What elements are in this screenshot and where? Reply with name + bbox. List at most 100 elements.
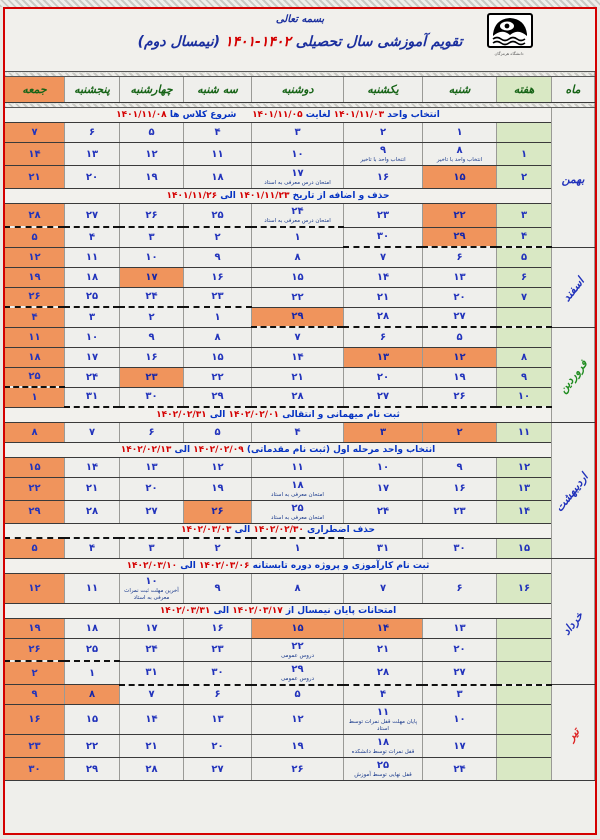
day-number: ۴ bbox=[31, 311, 38, 323]
day-cell: ۴ bbox=[183, 122, 252, 143]
day-number: ۲۰ bbox=[453, 644, 466, 655]
annotation-date: ۱۴۰۲/۰۲/۳۰ bbox=[253, 525, 304, 536]
day-cell: ۳ bbox=[119, 226, 184, 248]
annotation-row: ثبت نام میهمانی و انتقالی ۱۴۰۲/۰۲/۰۱ الی… bbox=[5, 406, 595, 423]
day-cell: ۸ bbox=[183, 326, 252, 348]
week-number-cell: ۱۳ bbox=[496, 476, 552, 501]
day-cell: ۱۴ bbox=[64, 456, 120, 478]
day-cell: ۱۱ bbox=[183, 142, 252, 166]
day-number: ۲۰ bbox=[85, 171, 99, 183]
day-number: ۲۸ bbox=[85, 506, 99, 517]
day-cell: ۲۹ bbox=[5, 499, 66, 524]
day-cell: ۶ bbox=[119, 421, 184, 443]
annotation-row: حذف اضطراری ۱۴۰۲/۰۲/۳۰ الی ۱۴۰۲/۰۳/۰۳ bbox=[5, 522, 595, 539]
day-number: ۶ bbox=[379, 331, 387, 343]
annotation-label: الی bbox=[206, 409, 229, 420]
day-number: ۲۴ bbox=[453, 763, 466, 775]
day-cell: ۱۱ bbox=[64, 246, 120, 268]
week-row: ۲۰ ۲۱ ۲۲ دروس عمومی ۲۳ ۲۴ ۲۵ ۲۶ bbox=[5, 637, 595, 662]
column-header-friday: جمعه bbox=[5, 76, 66, 103]
day-number: ۱۷ bbox=[85, 351, 99, 363]
day-note: دروس عمومی bbox=[280, 652, 315, 659]
day-cell: ۱ bbox=[422, 122, 497, 143]
day-cell: ۲۷ bbox=[343, 386, 423, 408]
day-cell: ۹ انتخاب واحد با تاخیر bbox=[343, 142, 423, 166]
week-row: ۱۳ ۱۴ ۱۵ ۱۶ ۱۷ ۱۸ ۱۹ bbox=[5, 617, 595, 639]
day-number: ۲۵ bbox=[28, 371, 41, 383]
day-cell: ۱۲ bbox=[119, 142, 184, 166]
day-number: ۶ bbox=[148, 426, 155, 438]
day-cell: ۱۸ قفل نمرات توسط دانشکده bbox=[343, 734, 423, 758]
annotation-label: انتخاب واحد bbox=[384, 110, 440, 120]
day-number: ۱۴ bbox=[85, 461, 99, 473]
day-number: ۱۲ bbox=[291, 714, 304, 725]
day-number: ۲ bbox=[148, 311, 155, 323]
day-number: ۴ bbox=[294, 426, 301, 438]
day-number: ۳ bbox=[456, 689, 463, 701]
day-cell: ۲۵ امتحان معرفی به استاد bbox=[251, 499, 344, 524]
day-number: ۲۷ bbox=[145, 506, 158, 517]
day-number: ۱۱ bbox=[28, 331, 41, 343]
day-cell: ۲۶ bbox=[5, 286, 66, 308]
day-cell: ۲۵ bbox=[64, 637, 120, 662]
day-number: ۱۲ bbox=[145, 148, 158, 160]
week-row: تیر ۳ ۴ ۵ ۶ ۷ ۸ ۹ bbox=[5, 684, 595, 781]
month-label: اردیبهشت bbox=[552, 470, 591, 514]
annotation-row: حذف و اضافه از تاریخ ۱۴۰۱/۱۱/۲۳ الی ۱۴۰۱… bbox=[5, 188, 595, 204]
column-header-monday: دوشنبه bbox=[251, 76, 344, 103]
day-cell: ۲۶ bbox=[183, 499, 252, 524]
day-cell: ۱۸ bbox=[183, 165, 252, 189]
day-number: ۲ bbox=[214, 542, 221, 554]
day-number: ۳۰ bbox=[376, 231, 390, 243]
day-cell: ۲۸ bbox=[119, 757, 184, 781]
day-number: ۱۰ bbox=[85, 331, 99, 343]
day-number: ۱ bbox=[214, 311, 221, 323]
day-number: ۱۰ bbox=[376, 461, 390, 473]
day-number: ۱۶ bbox=[453, 483, 466, 494]
day-cell: ۱۵ bbox=[183, 346, 252, 368]
day-number: ۲۰ bbox=[145, 483, 158, 494]
day-cell: ۵ bbox=[5, 226, 66, 248]
day-number: ۱۵ bbox=[291, 271, 304, 283]
day-cell: ۵ bbox=[119, 122, 184, 143]
day-cell: ۷ bbox=[119, 684, 184, 705]
day-number: ۹ bbox=[379, 145, 387, 156]
day-cell: ۱ bbox=[251, 226, 344, 248]
annotation-text: حذف و اضافه از تاریخ ۱۴۰۱/۱۱/۲۳ الی ۱۴۰۱… bbox=[5, 188, 553, 204]
day-cell: ۳ bbox=[251, 122, 344, 143]
day-cell: ۲۲ bbox=[422, 203, 497, 228]
title-prefix: تقویم آموزشی سال تحصیلی bbox=[290, 34, 463, 50]
week-row: ۶ ۱۳ ۱۴ ۱۵ ۱۶ ۱۷ ۱۸ ۱۹ bbox=[5, 266, 595, 288]
annotation-date: ۱۴۰۱/۱۱/۲۳ bbox=[238, 191, 290, 201]
week-row: ۴ ۲۹ ۳۰ ۱ ۲ ۳ ۴ ۵ bbox=[5, 226, 595, 248]
day-number: ۲۳ bbox=[211, 291, 224, 303]
day-cell: ۱۳ bbox=[422, 617, 497, 639]
day-number: ۳۱ bbox=[85, 391, 99, 403]
day-number: ۲۲ bbox=[85, 740, 99, 752]
day-number: ۲۵ bbox=[291, 502, 304, 514]
day-note: پایان مهلت قفل نمرات توسط استاد bbox=[348, 719, 418, 732]
annotation-label: الی bbox=[210, 605, 233, 616]
day-cell: ۲ bbox=[183, 226, 252, 248]
week-number-cell: ۳ bbox=[496, 203, 552, 228]
day-number: ۲۶ bbox=[28, 291, 41, 303]
day-cell: ۲۰ bbox=[64, 165, 120, 189]
day-number: ۱۷ bbox=[453, 740, 466, 752]
day-number: ۲۰ bbox=[211, 740, 224, 752]
column-header-thursday: پنجشنبه bbox=[64, 76, 120, 103]
day-number: ۲۶ bbox=[453, 391, 466, 403]
annotation-text: امتحانات پایان نیمسال از ۱۴۰۲/۰۳/۱۷ الی … bbox=[5, 602, 553, 619]
day-cell: ۱۹ bbox=[5, 617, 66, 639]
annotation-label: ثبت نام کارآموزی و پروژه دوره تابستانه bbox=[249, 560, 430, 571]
day-cell: ۹ bbox=[119, 326, 184, 348]
month-label: تیر bbox=[564, 725, 582, 744]
day-cell: ۷ bbox=[343, 572, 423, 604]
day-cell: ۱۰ bbox=[422, 704, 497, 735]
day-cell: ۱ bbox=[5, 386, 66, 408]
day-number: ۱۵ bbox=[85, 714, 99, 725]
day-number: ۹ bbox=[214, 582, 221, 594]
day-cell: ۶ bbox=[422, 572, 497, 604]
day-cell: ۲۱ bbox=[343, 286, 423, 308]
day-cell: ۲۱ bbox=[119, 734, 184, 758]
annotation-label: حذف اضطراری bbox=[303, 525, 375, 536]
